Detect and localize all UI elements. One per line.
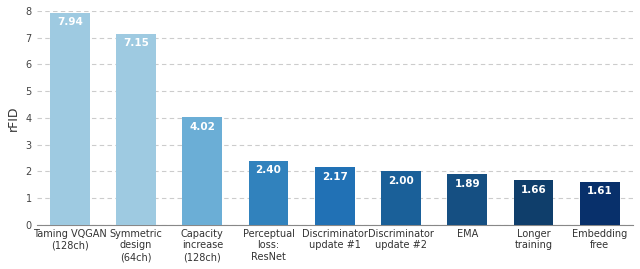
Text: 2.17: 2.17 (322, 172, 348, 182)
Text: 2.00: 2.00 (388, 176, 414, 186)
Bar (447, 174, 487, 225)
Bar (249, 161, 289, 225)
Text: 2.40: 2.40 (255, 165, 282, 175)
Bar (315, 167, 355, 225)
Text: 1.61: 1.61 (587, 186, 612, 196)
Text: 1.66: 1.66 (521, 185, 547, 195)
Text: 4.02: 4.02 (189, 122, 215, 132)
Text: 7.94: 7.94 (57, 17, 83, 27)
Bar (580, 182, 620, 225)
Text: 1.89: 1.89 (454, 179, 480, 189)
Text: 7.15: 7.15 (123, 38, 149, 48)
Y-axis label: rFID: rFID (7, 105, 20, 130)
Bar (182, 117, 222, 225)
Bar (116, 34, 156, 225)
Bar (514, 180, 554, 225)
Bar (50, 13, 90, 225)
Bar (381, 171, 421, 225)
